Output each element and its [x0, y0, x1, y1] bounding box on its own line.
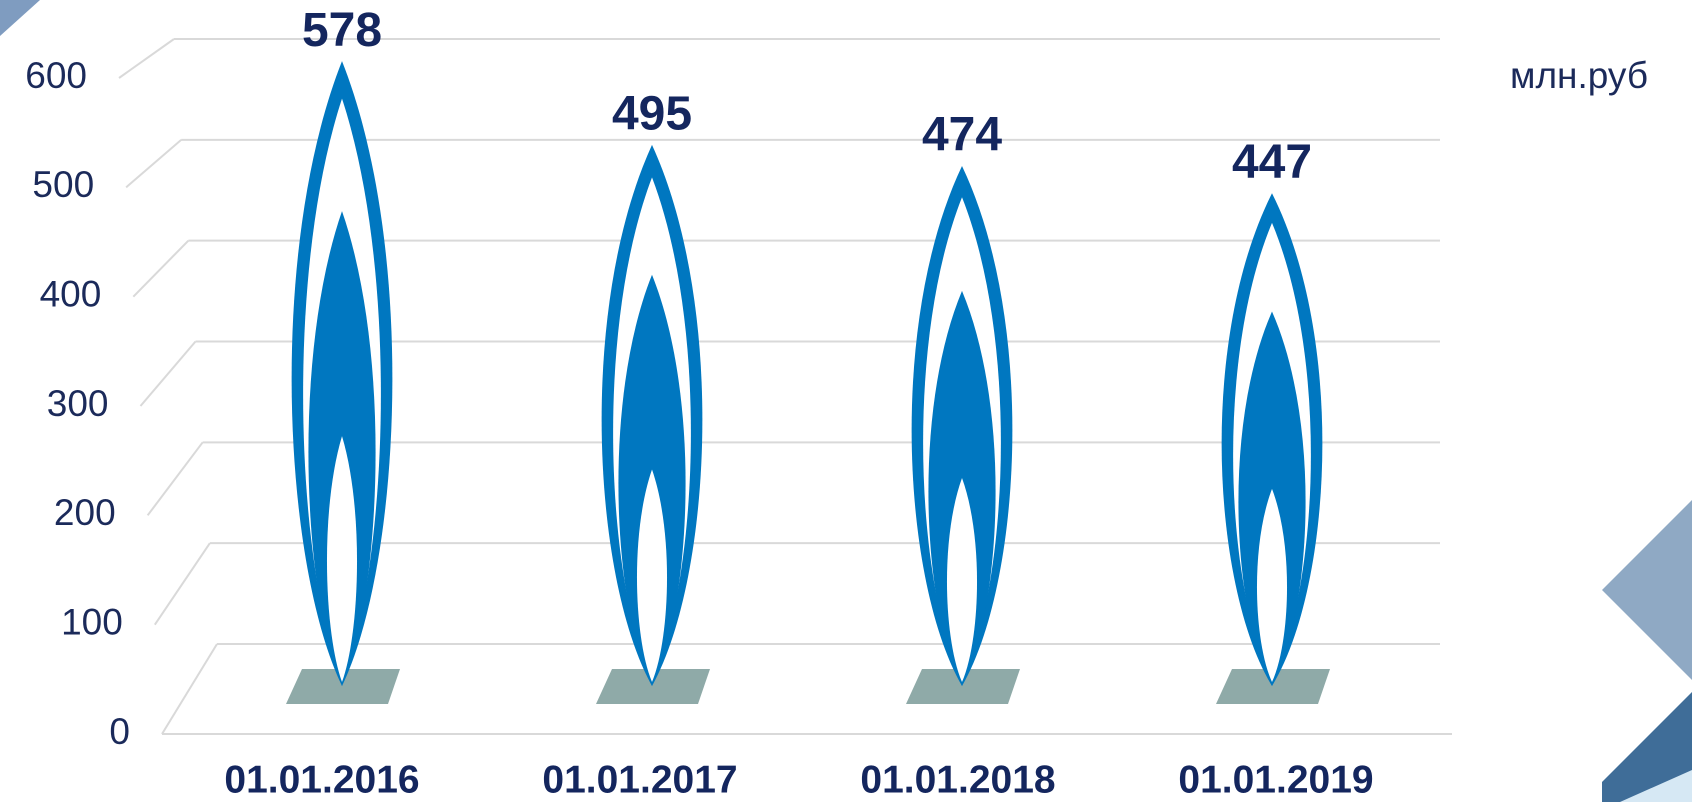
y-tick-label: 200	[54, 492, 116, 533]
y-tick-label: 600	[25, 55, 87, 96]
value-label: 495	[612, 88, 692, 141]
x-tick-label: 01.01.2016	[224, 758, 419, 801]
side-decoration	[1620, 770, 1692, 802]
side-decoration	[1602, 692, 1692, 802]
bar	[291, 61, 393, 686]
flame-base	[286, 669, 400, 704]
flame-part	[326, 436, 358, 682]
grid-line	[118, 38, 175, 79]
bar	[911, 166, 1013, 687]
y-tick-label: 0	[109, 711, 130, 752]
flame-part	[636, 469, 668, 682]
x-tick-label: 01.01.2017	[542, 758, 737, 801]
corner-decoration	[0, 0, 40, 36]
value-label: 474	[922, 109, 1002, 162]
y-tick-label: 500	[32, 164, 94, 205]
flame-base	[596, 669, 710, 704]
bar	[601, 144, 703, 686]
side-decoration	[1602, 500, 1692, 680]
x-tick-label: 01.01.2019	[1178, 758, 1373, 801]
grid-line	[146, 441, 204, 516]
flame-base	[1216, 669, 1330, 704]
flame-part	[946, 478, 978, 682]
bar	[1221, 193, 1323, 686]
unit-label: млн.руб	[1510, 55, 1648, 96]
grid-line	[125, 139, 182, 189]
y-tick-label: 400	[40, 273, 102, 314]
grid-line	[161, 643, 218, 735]
flame-part	[1256, 488, 1288, 682]
y-tick-label: 300	[47, 383, 109, 424]
grid-line	[132, 239, 190, 298]
y-tick-label: 100	[61, 601, 123, 642]
grid-line	[139, 340, 197, 407]
value-label: 578	[302, 4, 382, 57]
value-label: 447	[1232, 136, 1312, 189]
x-tick-label: 01.01.2018	[860, 758, 1055, 801]
grid-line	[154, 542, 211, 626]
flame-base	[906, 669, 1020, 704]
